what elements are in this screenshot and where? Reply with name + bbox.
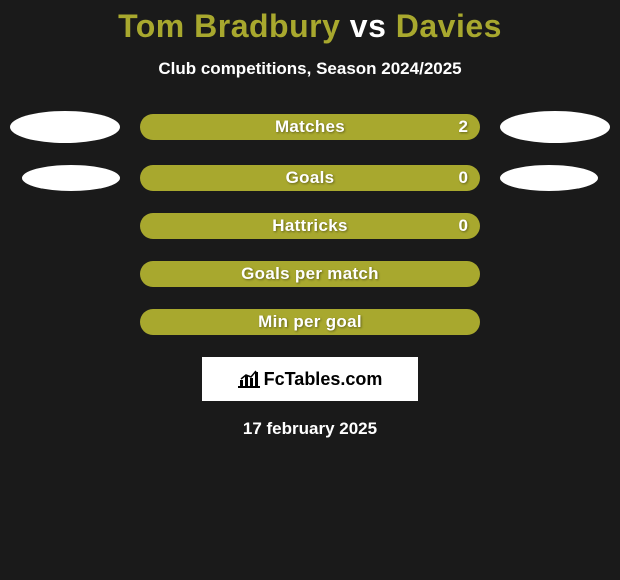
stat-row: Matches 2 <box>0 111 620 143</box>
stat-label: Hattricks <box>272 216 347 236</box>
stat-row: Hattricks 0 <box>0 213 620 239</box>
stats-list: Matches 2 Goals 0 Hattricks 0 Goals per match M… <box>0 111 620 335</box>
stat-bar: Hattricks 0 <box>140 213 480 239</box>
stat-label: Goals per match <box>241 264 379 284</box>
comparison-infographic: Tom Bradbury vs Davies Club competitions… <box>0 0 620 439</box>
left-ellipse <box>10 111 120 143</box>
stat-bar: Goals 0 <box>140 165 480 191</box>
date: 17 february 2025 <box>0 419 620 439</box>
bar-chart-icon <box>238 370 260 388</box>
page-title: Tom Bradbury vs Davies <box>0 8 620 45</box>
right-ellipse <box>500 165 598 191</box>
stat-bar: Matches 2 <box>140 114 480 140</box>
stat-label: Matches <box>275 117 345 137</box>
stat-row: Min per goal <box>0 309 620 335</box>
stat-row: Goals per match <box>0 261 620 287</box>
subtitle: Club competitions, Season 2024/2025 <box>0 59 620 79</box>
stat-label: Goals <box>286 168 335 188</box>
stat-label: Min per goal <box>258 312 362 332</box>
stat-bar: Goals per match <box>140 261 480 287</box>
stat-value: 0 <box>459 216 468 236</box>
stat-value: 0 <box>459 168 468 188</box>
stat-row: Goals 0 <box>0 165 620 191</box>
logo-text: FcTables.com <box>264 369 383 390</box>
right-ellipse <box>500 111 610 143</box>
title-vs: vs <box>350 8 387 44</box>
stat-value: 2 <box>459 117 468 137</box>
left-ellipse <box>22 165 120 191</box>
logo: FcTables.com <box>238 369 383 390</box>
title-player2: Davies <box>396 8 502 44</box>
logo-box: FcTables.com <box>202 357 418 401</box>
stat-bar: Min per goal <box>140 309 480 335</box>
title-player1: Tom Bradbury <box>118 8 340 44</box>
